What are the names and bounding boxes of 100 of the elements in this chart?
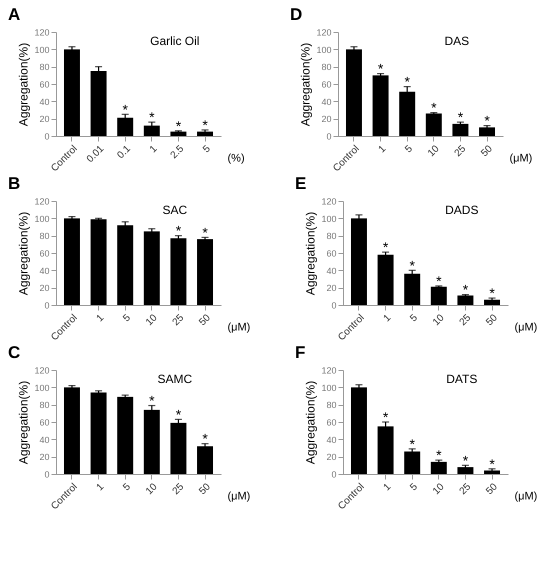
x-axis-title: (μM) — [514, 490, 538, 502]
x-tick-label: 25 — [458, 312, 474, 328]
x-tick-label: 10 — [144, 312, 160, 328]
y-tick-label: 60 — [326, 418, 336, 428]
y-tick-label: 120 — [321, 196, 336, 206]
chart-title: F — [295, 343, 306, 362]
x-tick-label: 1 — [148, 143, 160, 156]
y-axis-title: Aggregation(%) — [303, 380, 318, 464]
annotation: * — [489, 456, 496, 472]
x-axis-title: (μM) — [228, 490, 250, 502]
y-axis-title: Aggregation(%) — [16, 380, 30, 464]
y-tick-label: 20 — [326, 283, 336, 294]
y-tick-label: 40 — [39, 434, 50, 445]
bar — [170, 132, 186, 136]
annotation: * — [202, 224, 208, 240]
y-tick-label: 100 — [316, 44, 332, 55]
x-axis-title: (μM) — [510, 152, 532, 164]
annotation: * — [176, 222, 182, 239]
annotation: * — [378, 60, 384, 77]
y-axis-title: Aggregation(%) — [16, 42, 30, 126]
y-axis-title: Aggregation(%) — [16, 212, 30, 296]
bar — [90, 219, 107, 305]
chart-title: A — [8, 5, 20, 24]
bar — [404, 274, 420, 305]
bar — [117, 118, 134, 136]
x-tick-label: 5 — [408, 312, 420, 324]
y-tick-label: 20 — [39, 283, 50, 294]
y-tick-label: 40 — [321, 96, 332, 107]
x-tick-label: 1 — [94, 312, 107, 324]
y-tick-label: 40 — [39, 96, 50, 107]
x-tick-label: 50 — [197, 481, 214, 498]
x-tick-label: 50 — [484, 481, 500, 498]
annotation: * — [176, 406, 182, 422]
x-tick-label: 25 — [458, 481, 474, 498]
bar — [144, 126, 160, 136]
annotation: * — [382, 239, 389, 256]
bar — [378, 426, 394, 474]
y-tick-label: 60 — [39, 418, 50, 428]
annotation: Garlic Oil — [150, 34, 200, 48]
y-tick-label: 0 — [326, 132, 332, 142]
y-tick-label: 0 — [44, 300, 50, 310]
y-tick-label: 20 — [39, 452, 50, 462]
x-axis-title: (%) — [228, 152, 245, 164]
y-tick-label: 120 — [321, 366, 336, 376]
y-tick-label: 0 — [331, 470, 336, 480]
y-tick-label: 100 — [321, 382, 336, 393]
annotation: * — [462, 282, 469, 298]
x-tick-label: 1 — [382, 312, 394, 324]
annotation: * — [436, 447, 442, 464]
x-tick-label: 0.01 — [84, 143, 107, 166]
bar — [457, 295, 474, 305]
y-tick-label: 0 — [331, 300, 336, 310]
annotation: * — [462, 452, 469, 468]
y-tick-label: 20 — [326, 452, 336, 462]
annotation: * — [484, 112, 490, 129]
y-tick-label: 60 — [326, 248, 336, 258]
bar — [170, 422, 186, 474]
y-tick-label: 80 — [39, 231, 50, 242]
x-tick-label: 10 — [426, 143, 442, 160]
bar — [144, 410, 160, 474]
y-tick-label: 0 — [44, 470, 50, 480]
y-tick-label: 40 — [326, 434, 336, 445]
y-tick-label: 20 — [39, 114, 50, 124]
y-tick-label: 0 — [44, 132, 50, 142]
y-tick-label: 60 — [39, 80, 50, 90]
x-tick-label: 5 — [121, 481, 134, 494]
y-tick-label: 20 — [321, 114, 332, 124]
annotation: * — [202, 430, 208, 447]
x-tick-label: 10 — [430, 481, 447, 498]
annotation: * — [404, 74, 410, 90]
bar — [90, 71, 107, 136]
x-axis-title: (μM) — [228, 322, 250, 334]
annotation: SAMC — [157, 372, 192, 386]
annotation: * — [202, 116, 208, 133]
y-tick-label: 100 — [34, 382, 50, 393]
y-tick-label: 80 — [39, 400, 50, 410]
y-tick-label: 80 — [326, 231, 336, 242]
x-tick-label: 5 — [408, 481, 420, 494]
x-tick-label: 5 — [403, 143, 416, 156]
x-tick-label: 5 — [201, 143, 214, 156]
y-tick-label: 40 — [326, 266, 336, 276]
x-tick-label: 50 — [197, 312, 214, 328]
y-tick-label: 60 — [321, 80, 332, 90]
y-tick-label: 100 — [34, 214, 50, 224]
annotation: SAC — [162, 203, 188, 217]
x-tick-label: 10 — [144, 481, 160, 498]
x-tick-label: 0.1 — [115, 143, 134, 162]
annotation: * — [489, 285, 496, 302]
annotation: * — [122, 101, 128, 118]
x-axis-title: (μM) — [514, 322, 538, 334]
y-axis-title: Aggregation(%) — [303, 212, 318, 296]
bar — [117, 225, 134, 305]
y-tick-label: 120 — [316, 28, 332, 38]
y-axis-title: Aggregation(%) — [298, 42, 312, 126]
annotation: * — [149, 392, 156, 409]
x-tick-label: 50 — [484, 312, 500, 328]
bar — [350, 218, 367, 305]
annotation: * — [458, 109, 464, 126]
chart-title: B — [8, 174, 20, 193]
chart-title: C — [8, 343, 20, 362]
